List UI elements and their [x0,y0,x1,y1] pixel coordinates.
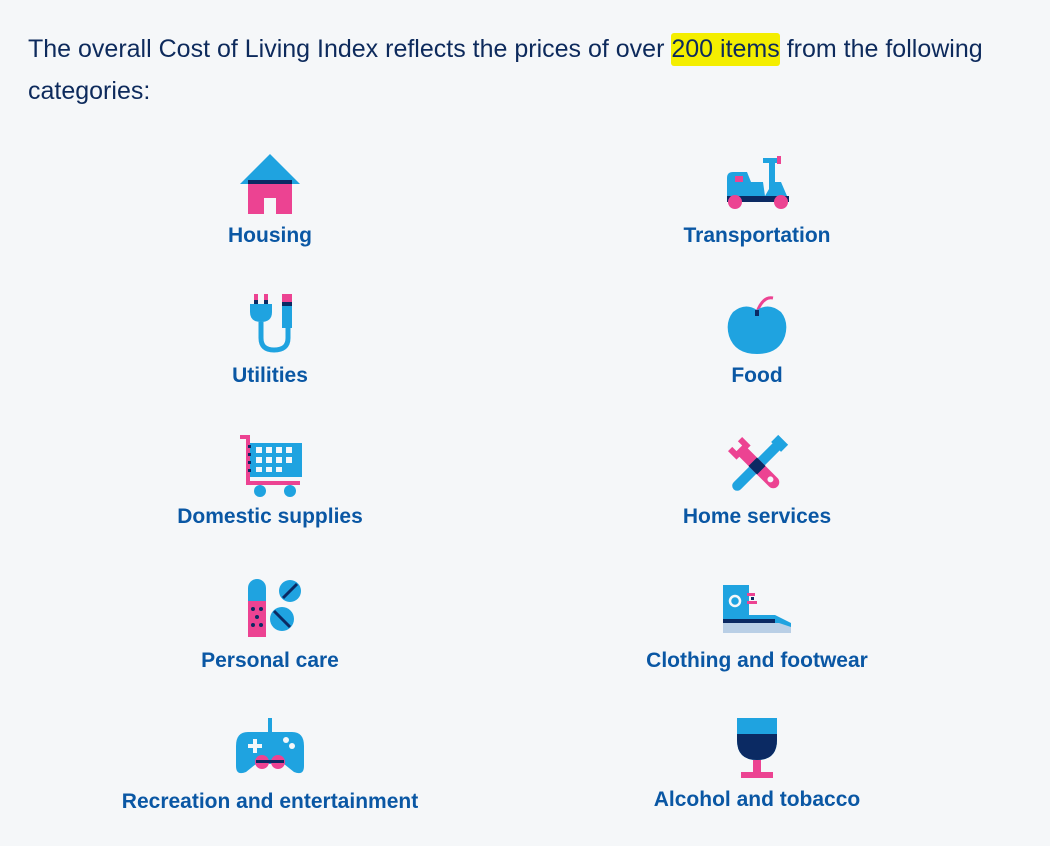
category-label: Alcohol and tobacco [653,788,861,811]
plug-icon [234,292,306,358]
category-utilities: Utilities [60,292,480,422]
category-label: Recreation and entertainment [121,790,419,813]
intro-text-start: The overall Cost of Living Index reflect… [28,35,665,63]
scooter-icon [721,152,793,218]
category-label: Personal care [201,649,339,672]
category-recreation-entertainment: Recreation and entertainment [60,716,480,846]
category-label: Home services [682,505,832,528]
category-label: Housing [228,224,312,247]
wine-glass-icon [721,716,793,782]
category-domestic-supplies: Domestic supplies [60,433,480,563]
category-home-services: Home services [547,433,967,563]
category-housing: Housing [60,152,480,282]
category-label: Food [731,364,783,387]
gamepad-icon [234,716,306,782]
category-label: Domestic supplies [177,505,363,528]
category-alcohol-tobacco: Alcohol and tobacco [547,716,967,846]
bandage-pills-icon [234,575,306,641]
intro-text: The overall Cost of Living Index reflect… [28,28,1028,112]
category-clothing-footwear: Clothing and footwear [547,575,967,705]
intro-text-end: from the following categories: [28,35,983,105]
highlighted-item-count: 200 items [671,33,780,66]
category-transportation: Transportation [547,152,967,282]
sneaker-icon [721,575,793,641]
tools-icon [721,433,793,499]
category-label: Transportation [683,224,831,247]
category-personal-care: Personal care [60,575,480,705]
category-food: Food [547,292,967,422]
shopping-cart-icon [234,433,306,499]
category-label: Clothing and footwear [646,649,868,672]
category-label: Utilities [232,364,308,387]
apple-icon [721,292,793,358]
house-icon [234,152,306,218]
category-grid: Housing Transportation [60,152,967,813]
